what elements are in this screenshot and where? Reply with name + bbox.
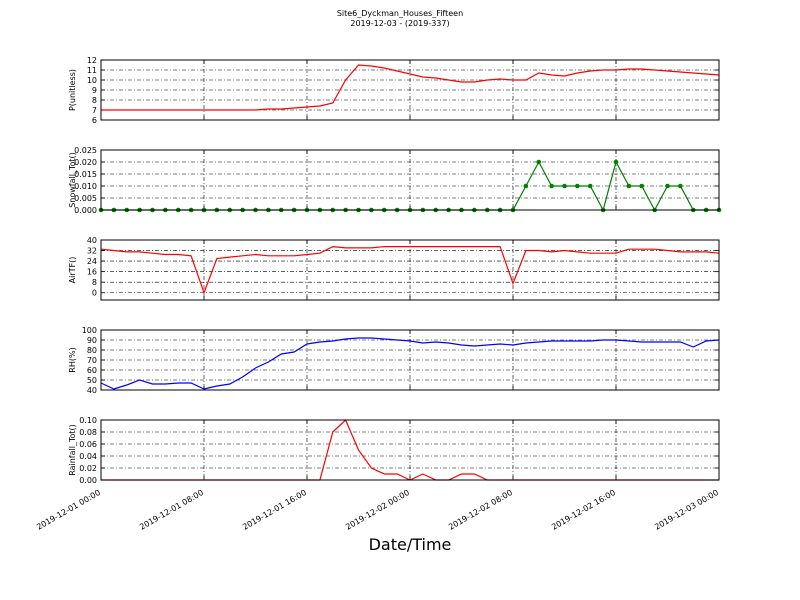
- x-tick-label: 2019-12-01 08:00: [138, 488, 205, 532]
- figure-subtitle: 2019-12-03 - (2019-337): [350, 19, 449, 28]
- y-tick-label: 24: [87, 257, 97, 266]
- y-tick-label: 0.08: [79, 428, 97, 437]
- data-point: [562, 183, 567, 189]
- data-point: [536, 159, 542, 165]
- y-tick-label: 0.015: [74, 170, 97, 179]
- y-tick-label: 0.04: [79, 452, 97, 461]
- data-point: [626, 183, 632, 189]
- y-tick-label: 0.00: [79, 476, 97, 485]
- x-tick-label: 2019-12-02 08:00: [447, 488, 514, 532]
- plot-frame: [100, 59, 720, 121]
- y-tick-label: 80: [87, 346, 97, 355]
- y-axis-label: RH(%): [68, 347, 77, 372]
- x-tick-label: 2019-12-01 00:00: [35, 488, 102, 532]
- y-tick-label: 0.02: [79, 464, 97, 473]
- y-tick-label: 0.005: [74, 194, 97, 203]
- y-tick-label: 0.000: [74, 206, 97, 215]
- plot-frame: [100, 329, 720, 391]
- y-tick-label: 7: [92, 106, 97, 115]
- y-tick-label: 0.025: [74, 146, 97, 155]
- x-tick-label: 2019-12-03 00:00: [653, 488, 720, 532]
- data-line: [100, 245, 720, 295]
- y-tick-label: 32: [87, 247, 97, 256]
- plot-frame: [100, 149, 720, 211]
- y-tick-label: 0.10: [79, 416, 97, 425]
- y-axis-label: P(unitless): [68, 69, 77, 111]
- x-tick-label: 2019-12-02 00:00: [344, 488, 411, 532]
- plot-frame: [100, 239, 720, 301]
- data-point: [613, 159, 619, 165]
- y-tick-label: 9: [92, 86, 97, 95]
- y-tick-label: 40: [87, 236, 97, 245]
- figure-title: Site6_Dyckman_Houses_Fifteen: [337, 9, 463, 18]
- y-tick-label: 40: [87, 386, 97, 395]
- plot-frame: [100, 419, 720, 481]
- y-tick-label: 100: [82, 326, 97, 335]
- y-tick-label: 8: [92, 278, 97, 287]
- y-tick-label: 12: [87, 56, 97, 65]
- x-axis-label: Date/Time: [369, 535, 452, 554]
- data-point: [575, 183, 580, 189]
- data-point: [678, 183, 683, 189]
- y-tick-label: 0.010: [74, 182, 97, 191]
- y-tick-label: 0.06: [79, 440, 97, 449]
- data-point: [587, 183, 593, 189]
- data-line: [100, 337, 720, 390]
- y-tick-label: 8: [92, 96, 97, 105]
- x-tick-label: 2019-12-02 16:00: [550, 488, 617, 532]
- y-tick-label: 70: [87, 356, 97, 365]
- data-point: [665, 183, 670, 189]
- y-tick-label: 6: [92, 116, 97, 125]
- data-line: [101, 64, 720, 111]
- y-tick-label: 0.020: [74, 158, 97, 167]
- y-tick-label: 0: [92, 289, 97, 298]
- x-tick-label: 2019-12-01 16:00: [241, 488, 308, 532]
- data-point: [549, 183, 554, 189]
- y-axis-label: Rainfall_Tot(): [68, 424, 77, 476]
- y-tick-label: 90: [87, 336, 97, 345]
- y-tick-label: 50: [87, 376, 97, 385]
- y-tick-label: 16: [87, 268, 97, 277]
- y-axis-label: Snowfall_Tot(): [68, 152, 77, 208]
- y-tick-label: 11: [87, 66, 97, 75]
- data-point: [523, 183, 529, 189]
- y-tick-label: 60: [87, 366, 97, 375]
- data-point: [639, 183, 645, 189]
- y-tick-label: 10: [87, 76, 97, 85]
- y-axis-label: AirTF(): [68, 257, 77, 284]
